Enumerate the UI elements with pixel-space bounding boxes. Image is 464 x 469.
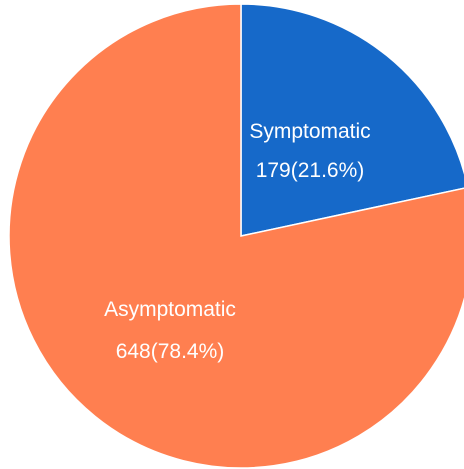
slice-value-asymptomatic: 648(78.4%) <box>116 340 225 363</box>
pie-slice-symptomatic[interactable] <box>240 3 464 237</box>
slice-label-symptomatic: Symptomatic <box>249 120 370 143</box>
slice-value-symptomatic: 179(21.6%) <box>256 159 365 182</box>
slice-label-asymptomatic: Asymptomatic <box>104 298 236 321</box>
pie-slice-asymptomatic[interactable] <box>8 3 464 469</box>
